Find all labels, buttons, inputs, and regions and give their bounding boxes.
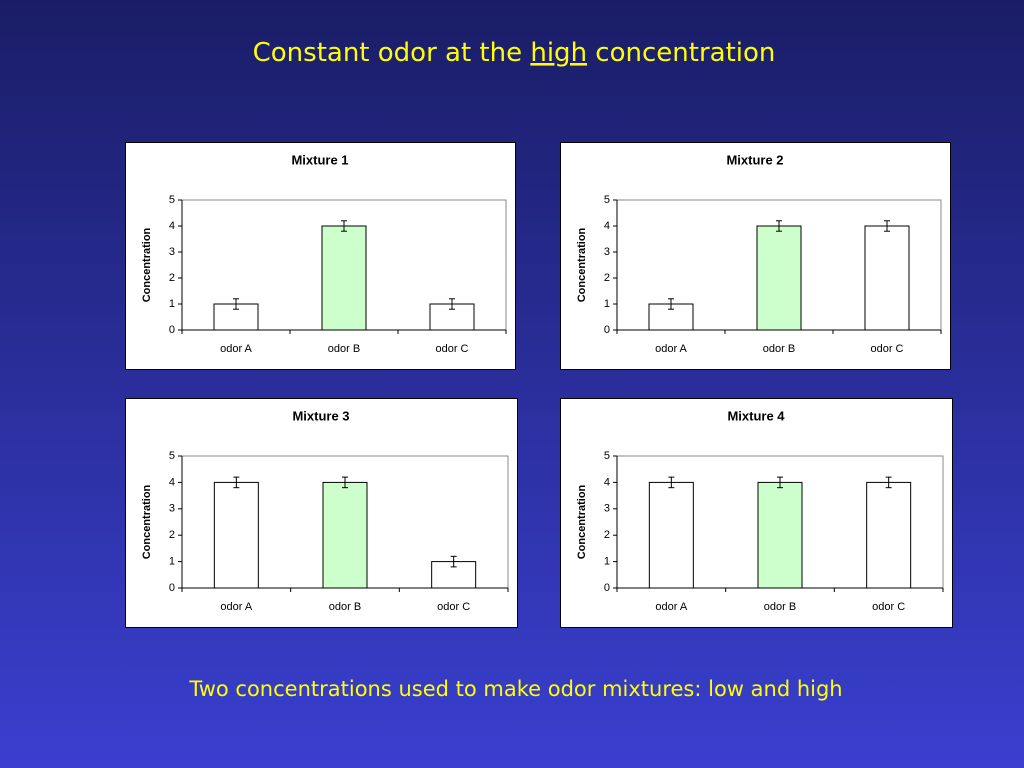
- error-bar: [233, 476, 240, 489]
- x-tick-label: odor B: [763, 343, 795, 355]
- y-axis-label: Concentration: [141, 484, 153, 559]
- error-bar: [341, 220, 347, 232]
- y-tick-label: 1: [169, 298, 175, 310]
- x-tick-label: odor B: [328, 343, 360, 355]
- y-tick-label: 5: [169, 450, 175, 462]
- y-axis-label: Concentration: [576, 227, 588, 302]
- y-tick-label: 0: [604, 324, 610, 336]
- x-tick-label: odor B: [329, 601, 361, 613]
- x-tick-label: odor C: [435, 343, 468, 355]
- x-tick-label: odor A: [220, 601, 252, 613]
- chart: Mixture 4 Concentration 0 1 2 3 4 5 odor A odor B…: [560, 398, 953, 628]
- error-bar: [449, 298, 455, 310]
- title-before: Constant odor at the: [253, 38, 531, 68]
- y-tick-label: 3: [169, 246, 175, 258]
- x-tick-label: odor A: [655, 343, 687, 355]
- y-tick-label: 2: [604, 529, 610, 541]
- x-tick-label: odor A: [220, 343, 252, 355]
- chart: Mixture 1 Concentration 0 1 2 3 4 5 odor A odor B…: [125, 142, 516, 370]
- chart-title: Mixture 2: [726, 152, 783, 167]
- y-tick-label: 4: [169, 220, 175, 232]
- error-bar: [668, 298, 674, 310]
- error-bar: [885, 476, 892, 489]
- chart-frame: [125, 142, 516, 370]
- chart-frame: [125, 398, 518, 628]
- y-tick-label: 1: [604, 556, 610, 568]
- x-tick-label: odor C: [870, 343, 903, 355]
- y-tick-label: 5: [169, 194, 175, 206]
- y-tick-label: 2: [604, 272, 610, 284]
- bar: [866, 481, 912, 589]
- bar: [213, 481, 259, 589]
- y-tick-label: 3: [604, 246, 610, 258]
- error-bar: [668, 476, 675, 489]
- caption: Two concentrations used to make odor mix…: [188, 677, 842, 701]
- bar: [321, 225, 367, 331]
- y-tick-label: 1: [604, 298, 610, 310]
- error-bar: [777, 476, 783, 489]
- title-after: concentration: [587, 38, 775, 68]
- error-bar: [884, 220, 890, 232]
- y-tick-label: 2: [169, 272, 175, 284]
- bar: [756, 225, 802, 331]
- bar: [648, 481, 694, 589]
- y-tick-label: 0: [169, 324, 175, 336]
- x-tick-label: odor B: [764, 601, 796, 613]
- error-bar: [776, 220, 782, 232]
- chart-title: Mixture 1: [291, 152, 348, 167]
- error-bar: [450, 555, 457, 568]
- y-tick-label: 4: [169, 476, 175, 488]
- y-tick-label: 5: [604, 194, 610, 206]
- chart-title: Mixture 4: [727, 408, 785, 423]
- title-emphasis: high: [530, 38, 587, 68]
- chart-title: Mixture 3: [292, 408, 349, 423]
- y-tick-label: 5: [604, 450, 610, 462]
- y-axis-label: Concentration: [576, 484, 588, 559]
- y-tick-label: 3: [169, 503, 175, 515]
- x-tick-label: odor C: [872, 601, 905, 613]
- y-tick-label: 1: [169, 556, 175, 568]
- slide-title: Constant odor at the high concentration: [253, 38, 776, 68]
- y-tick-label: 3: [604, 503, 610, 515]
- chart: Mixture 2 Concentration 0 1 2 3 4 5 odor A odor B…: [560, 142, 951, 370]
- x-tick-label: odor C: [437, 601, 470, 613]
- bar: [757, 481, 803, 589]
- y-tick-label: 0: [604, 582, 610, 594]
- y-tick-label: 2: [169, 529, 175, 541]
- y-tick-label: 0: [169, 582, 175, 594]
- y-axis-label: Concentration: [141, 227, 153, 302]
- bar: [322, 481, 368, 589]
- error-bar: [233, 298, 239, 310]
- chart: Mixture 3 Concentration 0 1 2 3 4 5 odor A odor B…: [125, 398, 518, 628]
- y-tick-label: 4: [604, 476, 610, 488]
- bar: [864, 225, 910, 331]
- x-tick-label: odor A: [655, 601, 687, 613]
- error-bar: [342, 476, 348, 489]
- y-tick-label: 4: [604, 220, 610, 232]
